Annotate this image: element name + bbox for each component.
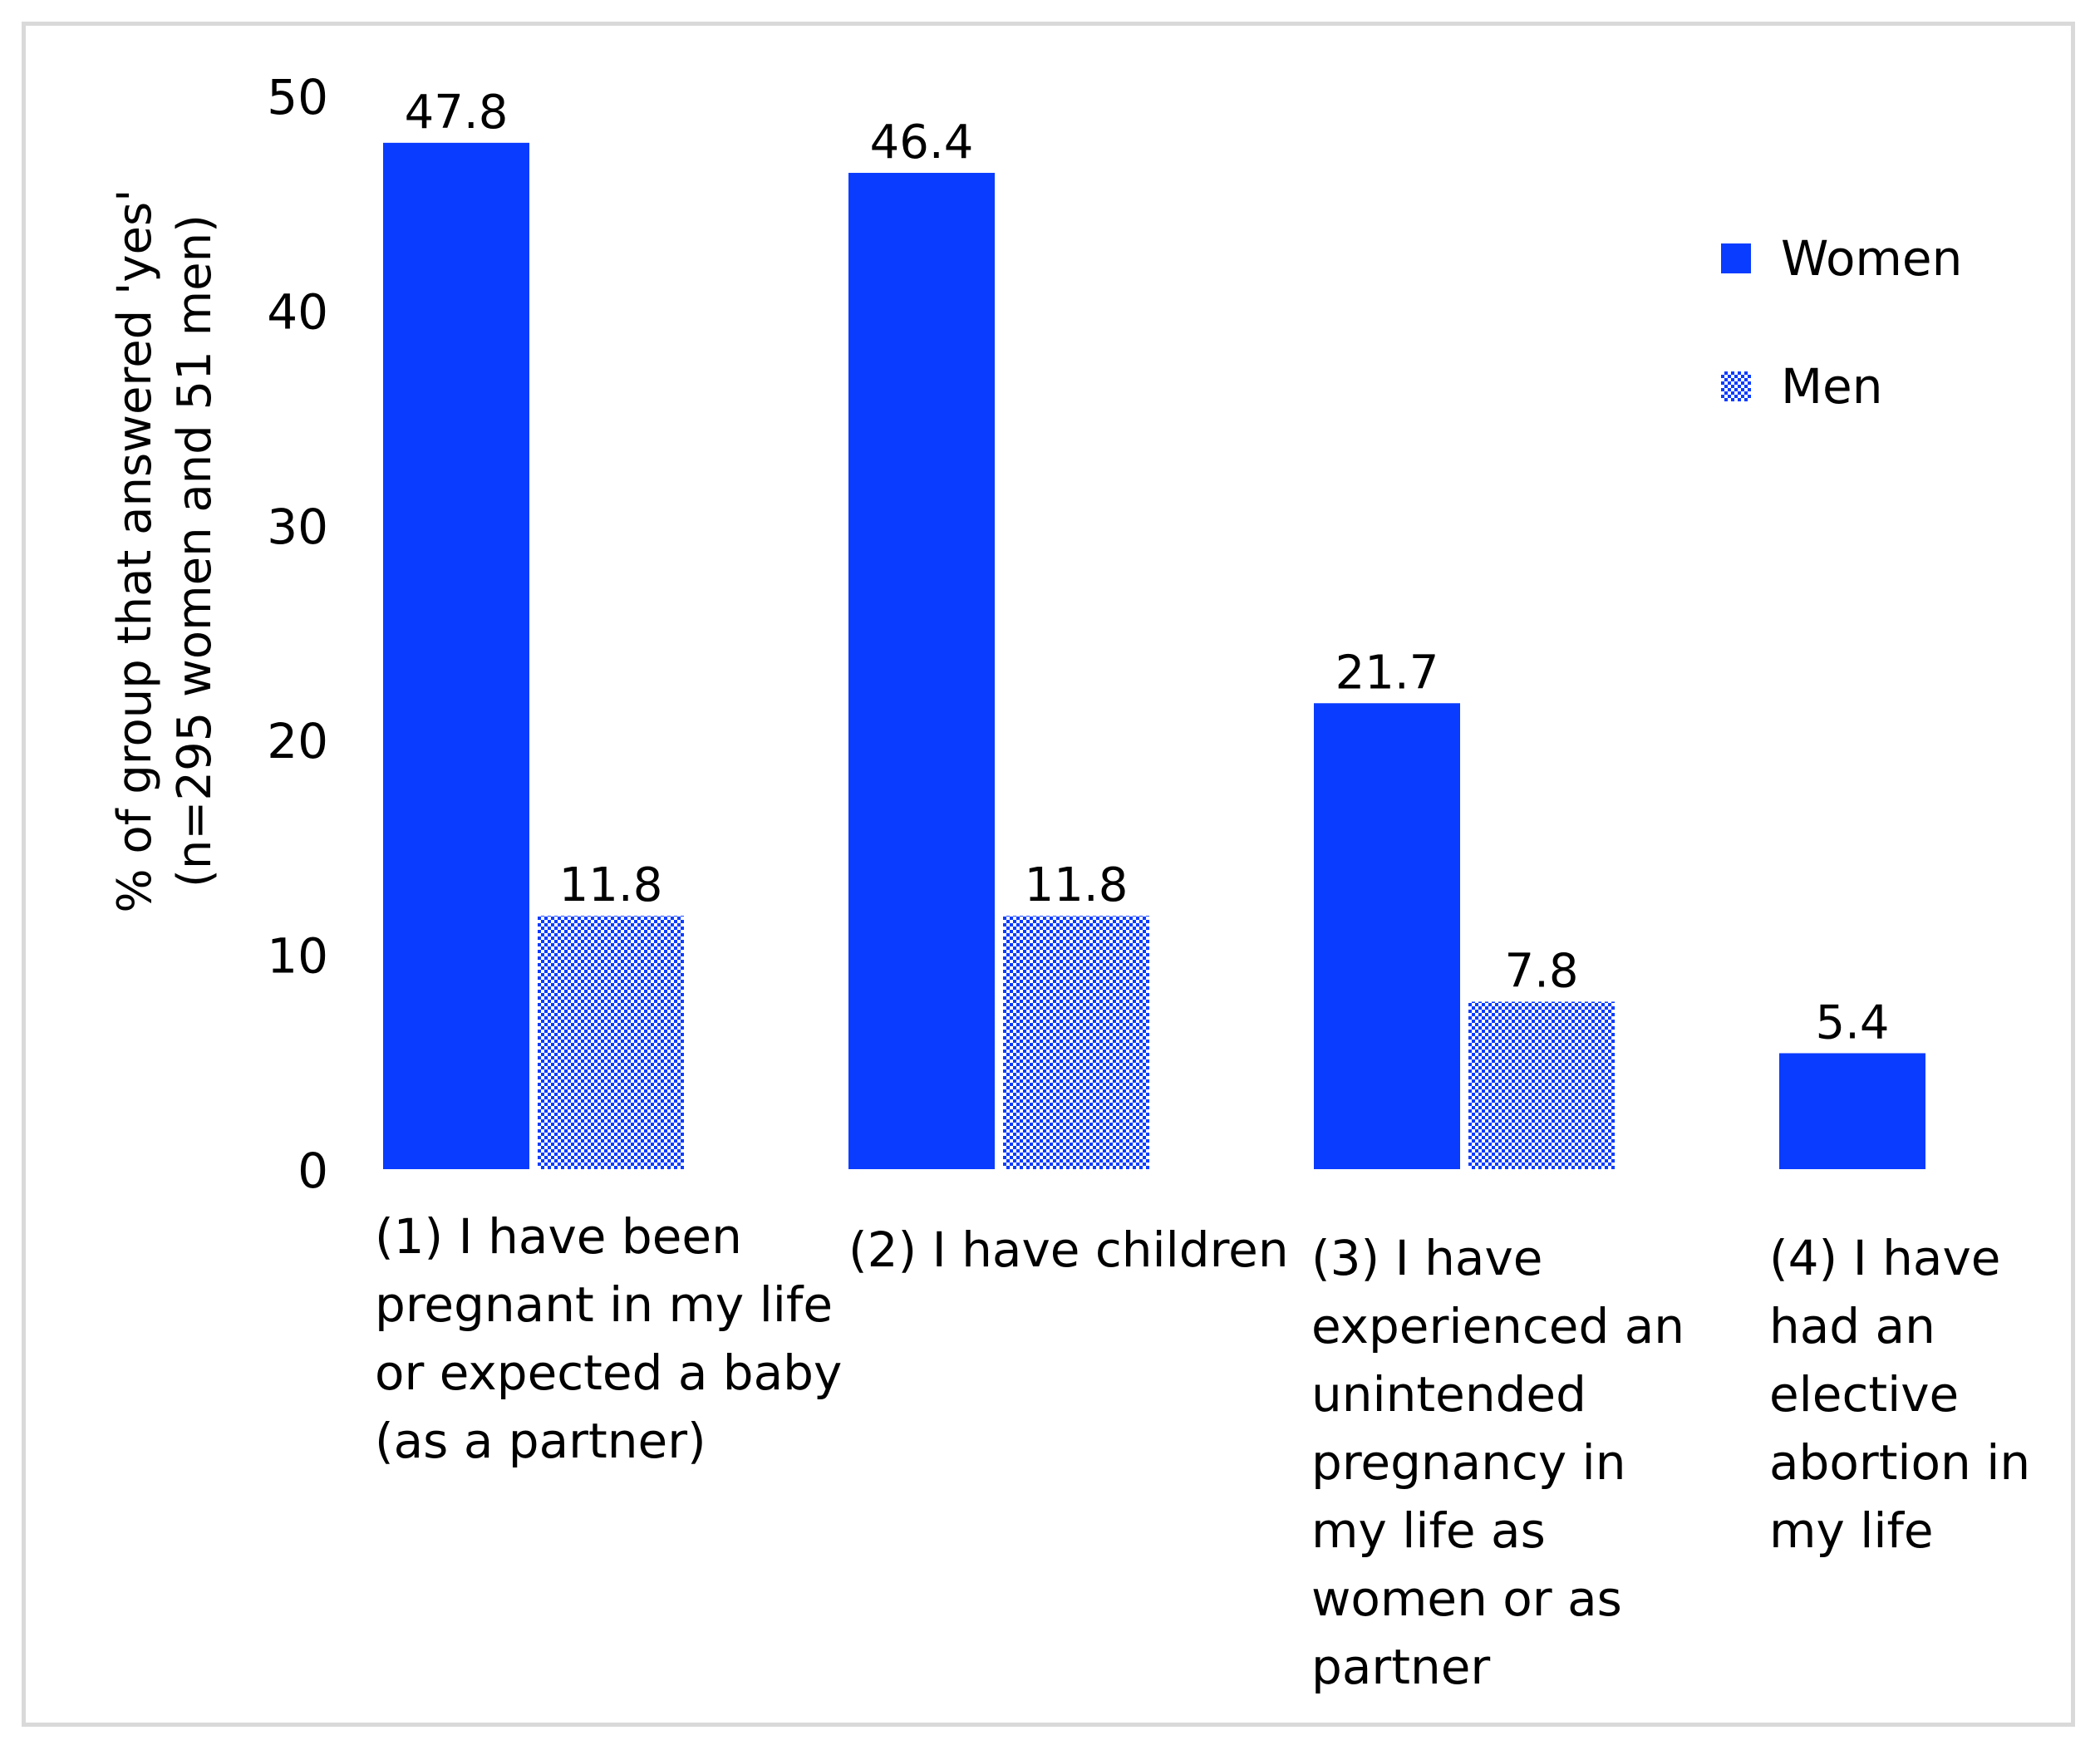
value-labels: 47.8 11.8 46.4 11.8 21.7 7.8 5.4: [405, 86, 1890, 1050]
bar-chart: 0 10 20 30 40 50 % of group that answered 'ye…: [108, 69, 1925, 1199]
bar-women-2: [848, 173, 995, 1169]
bar-women-4: [1779, 1053, 1925, 1169]
y-tick-0: 0: [298, 1143, 328, 1199]
y-tick-20: 20: [267, 713, 328, 769]
bars: [383, 142, 1925, 1169]
chart-frame: 0 10 20 30 40 50 % of group that answered 'ye…: [22, 22, 2075, 1727]
y-tick-40: 40: [267, 283, 328, 340]
value-label-women-4: 5.4: [1815, 995, 1889, 1050]
value-label-women-3: 21.7: [1335, 646, 1439, 700]
category-label-2: (2) I have children: [848, 1222, 1289, 1278]
legend-men: Men: [1721, 358, 1883, 415]
bar-men-3: [1468, 1001, 1615, 1169]
bar-men-1: [538, 916, 684, 1169]
value-label-men-1: 11.8: [559, 858, 663, 912]
y-tick-50: 50: [267, 69, 328, 125]
legend-women: Women: [1721, 230, 1962, 287]
bar-women-3: [1314, 703, 1460, 1169]
legend-women-label: Women: [1781, 230, 1963, 287]
value-label-men-3: 7.8: [1504, 944, 1578, 998]
legend-women-swatch: [1721, 243, 1751, 273]
y-axis-label-line-2: (n=295 women and 51 men): [168, 214, 222, 887]
legend-men-label: Men: [1781, 358, 1883, 415]
category-label-4: (4) I have had an elective abortion in m…: [1769, 1230, 2031, 1559]
y-tick-30: 30: [267, 499, 328, 555]
y-axis-label-line-1: % of group that answered 'yes': [108, 189, 162, 912]
category-label-3: (3) I have experienced an unintended pre…: [1311, 1230, 1685, 1695]
bar-men-2: [1003, 916, 1149, 1169]
category-label-1: (1) I have been pregnant in my life or e…: [375, 1208, 843, 1469]
y-tick-10: 10: [267, 928, 328, 985]
legend-men-swatch: [1721, 371, 1751, 401]
y-axis-ticks: 0 10 20 30 40 50: [267, 69, 328, 1199]
value-label-women-1: 47.8: [405, 86, 509, 140]
value-label-women-2: 46.4: [870, 116, 974, 170]
value-label-men-2: 11.8: [1025, 858, 1129, 912]
bar-women-1: [383, 142, 529, 1169]
